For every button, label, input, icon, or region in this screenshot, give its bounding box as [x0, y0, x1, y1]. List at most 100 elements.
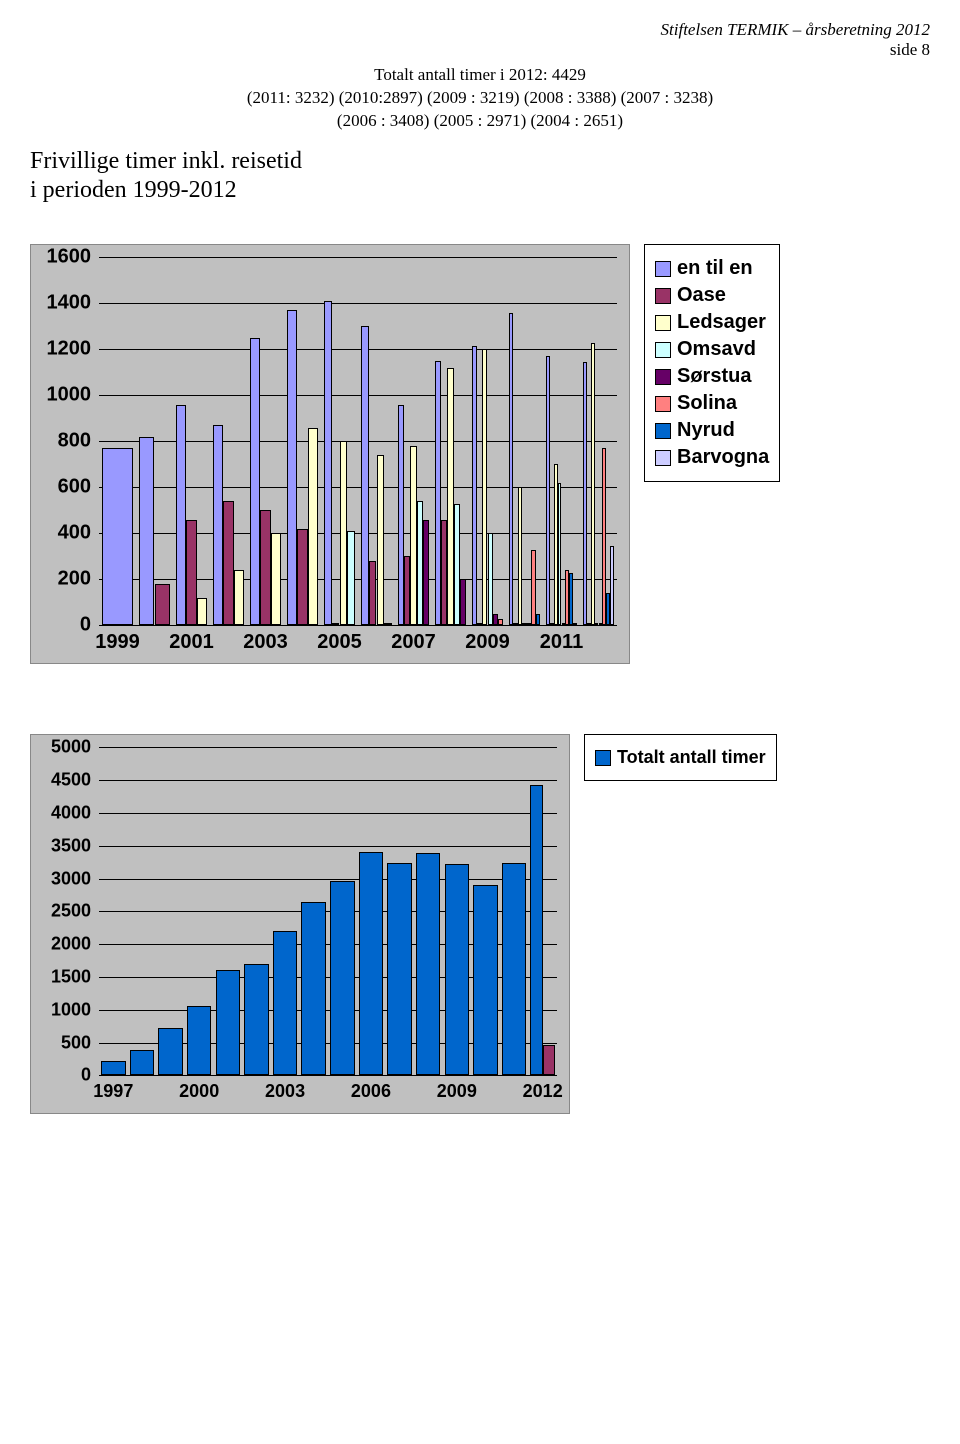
chart1-row: 0200400600800100012001400160019992001200…	[30, 244, 930, 664]
legend-item: Solina	[655, 392, 769, 415]
bar	[155, 584, 171, 625]
bar	[546, 356, 550, 625]
y-tick: 1600	[47, 246, 100, 269]
legend-swatch	[655, 288, 671, 304]
bar	[423, 520, 429, 626]
legend-swatch	[655, 423, 671, 439]
bar	[569, 573, 573, 626]
x-tick: 2011	[540, 625, 583, 654]
legend-label: Sørstua	[677, 365, 751, 388]
legend-item: Sørstua	[655, 365, 769, 388]
years-line2: (2006 : 3408) (2005 : 2971) (2004 : 2651…	[30, 110, 930, 133]
bar	[102, 448, 134, 625]
legend-item: en til en	[655, 257, 769, 280]
y-tick: 500	[61, 1032, 99, 1053]
legend-item: Omsavd	[655, 338, 769, 361]
legend-swatch	[595, 750, 611, 766]
bar	[359, 852, 384, 1076]
bar	[377, 455, 385, 625]
bar	[340, 441, 348, 625]
bar	[287, 310, 298, 625]
legend-label: Ledsager	[677, 311, 766, 334]
bar	[186, 520, 197, 626]
chart1-legend: en til en Oase Ledsager Omsavd Sørstua Solina…	[644, 244, 780, 482]
legend-swatch	[655, 261, 671, 277]
y-tick: 4500	[51, 770, 99, 791]
y-tick: 1500	[51, 967, 99, 988]
y-tick: 4000	[51, 803, 99, 824]
chart2: 0500100015002000250030003500400045005000…	[30, 734, 570, 1114]
bar	[260, 510, 271, 625]
x-tick: 2012	[523, 1075, 563, 1102]
bar	[216, 970, 241, 1075]
bar	[139, 437, 155, 626]
x-tick: 2003	[265, 1075, 305, 1102]
x-tick: 2000	[179, 1075, 219, 1102]
legend-label: Nyrud	[677, 419, 735, 442]
bar	[130, 1050, 155, 1075]
org-line: Stiftelsen TERMIK – årsberetning 2012	[30, 20, 930, 40]
bar	[369, 561, 377, 625]
bar	[223, 501, 234, 625]
bar	[558, 483, 562, 626]
x-tick: 2005	[317, 625, 362, 654]
bar	[324, 301, 332, 625]
legend-swatch	[655, 396, 671, 412]
y-tick: 800	[58, 430, 99, 453]
years-line1: (2011: 3232) (2010:2897) (2009 : 3219) (…	[30, 87, 930, 110]
bar	[460, 579, 466, 625]
x-tick: 2006	[351, 1075, 391, 1102]
legend-label: Solina	[677, 392, 737, 415]
y-tick: 1000	[51, 999, 99, 1020]
chart2-legend: Totalt antall timer	[584, 734, 777, 781]
legend-item: Nyrud	[655, 419, 769, 442]
x-tick: 1997	[93, 1075, 133, 1102]
legend-swatch	[655, 342, 671, 358]
x-tick: 1999	[95, 625, 140, 654]
legend-item: Barvogna	[655, 446, 769, 469]
bar	[187, 1006, 212, 1076]
bar	[158, 1028, 183, 1075]
bar	[176, 405, 187, 626]
bar	[536, 614, 541, 626]
legend-item: Totalt antall timer	[595, 747, 766, 768]
bar	[488, 533, 493, 625]
header-center: Totalt antall timer i 2012: 4429 (2011: …	[30, 64, 930, 133]
bar	[387, 863, 412, 1075]
x-tick: 2009	[465, 625, 510, 654]
bar	[234, 570, 245, 625]
bar	[591, 343, 595, 626]
legend-label: Omsavd	[677, 338, 756, 361]
y-tick: 2500	[51, 901, 99, 922]
subtitle-line2: i perioden 1999-2012	[30, 176, 930, 205]
bar	[518, 487, 523, 625]
bar	[583, 362, 587, 625]
header-right: Stiftelsen TERMIK – årsberetning 2012 si…	[30, 20, 930, 60]
x-tick: 2003	[243, 625, 288, 654]
bar	[361, 326, 369, 625]
subtitle: Frivillige timer inkl. reisetid i period…	[30, 147, 930, 205]
y-tick: 600	[58, 476, 99, 499]
bar	[543, 1045, 555, 1076]
plot-area: 0200400600800100012001400160019992001200…	[99, 257, 617, 625]
chart1: 0200400600800100012001400160019992001200…	[30, 244, 630, 664]
bar	[197, 598, 208, 626]
legend-item: Ledsager	[655, 311, 769, 334]
y-tick: 400	[58, 522, 99, 545]
subtitle-line1: Frivillige timer inkl. reisetid	[30, 147, 930, 176]
bar	[301, 902, 326, 1076]
y-tick: 5000	[51, 737, 99, 758]
bar	[498, 619, 503, 626]
bar	[530, 785, 542, 1076]
legend-label: en til en	[677, 257, 753, 280]
page-line: side 8	[30, 40, 930, 60]
bar	[250, 338, 261, 626]
bar	[330, 881, 355, 1076]
plot-area: 0500100015002000250030003500400045005000…	[99, 747, 557, 1075]
legend-label: Oase	[677, 284, 726, 307]
bar	[445, 864, 470, 1075]
legend-swatch	[655, 369, 671, 385]
bar	[297, 529, 308, 626]
y-tick: 3000	[51, 868, 99, 889]
bar	[502, 863, 527, 1075]
